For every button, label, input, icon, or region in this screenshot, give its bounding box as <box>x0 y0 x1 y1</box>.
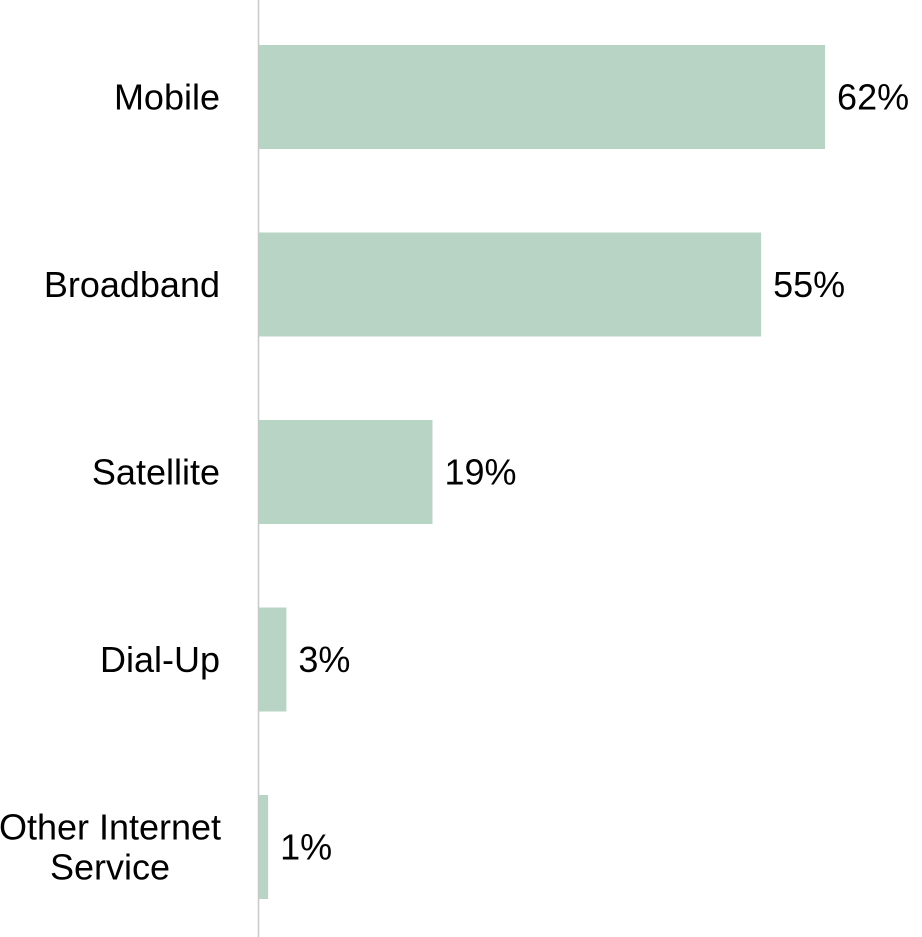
value-label-3: 3% <box>298 639 350 680</box>
bar-3 <box>259 607 287 712</box>
bar-2 <box>259 420 433 524</box>
category-label-1: Broadband <box>44 264 220 305</box>
value-labels-group: 62% 55% 19% 3% 1% <box>280 77 909 868</box>
category-label-0: Mobile <box>114 77 220 118</box>
bar-0 <box>259 45 826 149</box>
value-label-1: 55% <box>773 264 845 305</box>
category-label-2: Satellite <box>92 452 220 493</box>
bars-group <box>259 45 826 899</box>
value-label-2: 19% <box>444 452 516 493</box>
value-label-4: 1% <box>280 827 332 868</box>
category-labels-group: Mobile Broadband Satellite Dial-Up Other Int… <box>0 77 221 888</box>
bar-4 <box>259 795 269 899</box>
bar-1 <box>259 232 762 337</box>
category-label-3: Dial-Up <box>100 639 220 680</box>
value-label-0: 62% <box>837 77 909 118</box>
category-label-4: Other Internet Service <box>0 807 221 888</box>
